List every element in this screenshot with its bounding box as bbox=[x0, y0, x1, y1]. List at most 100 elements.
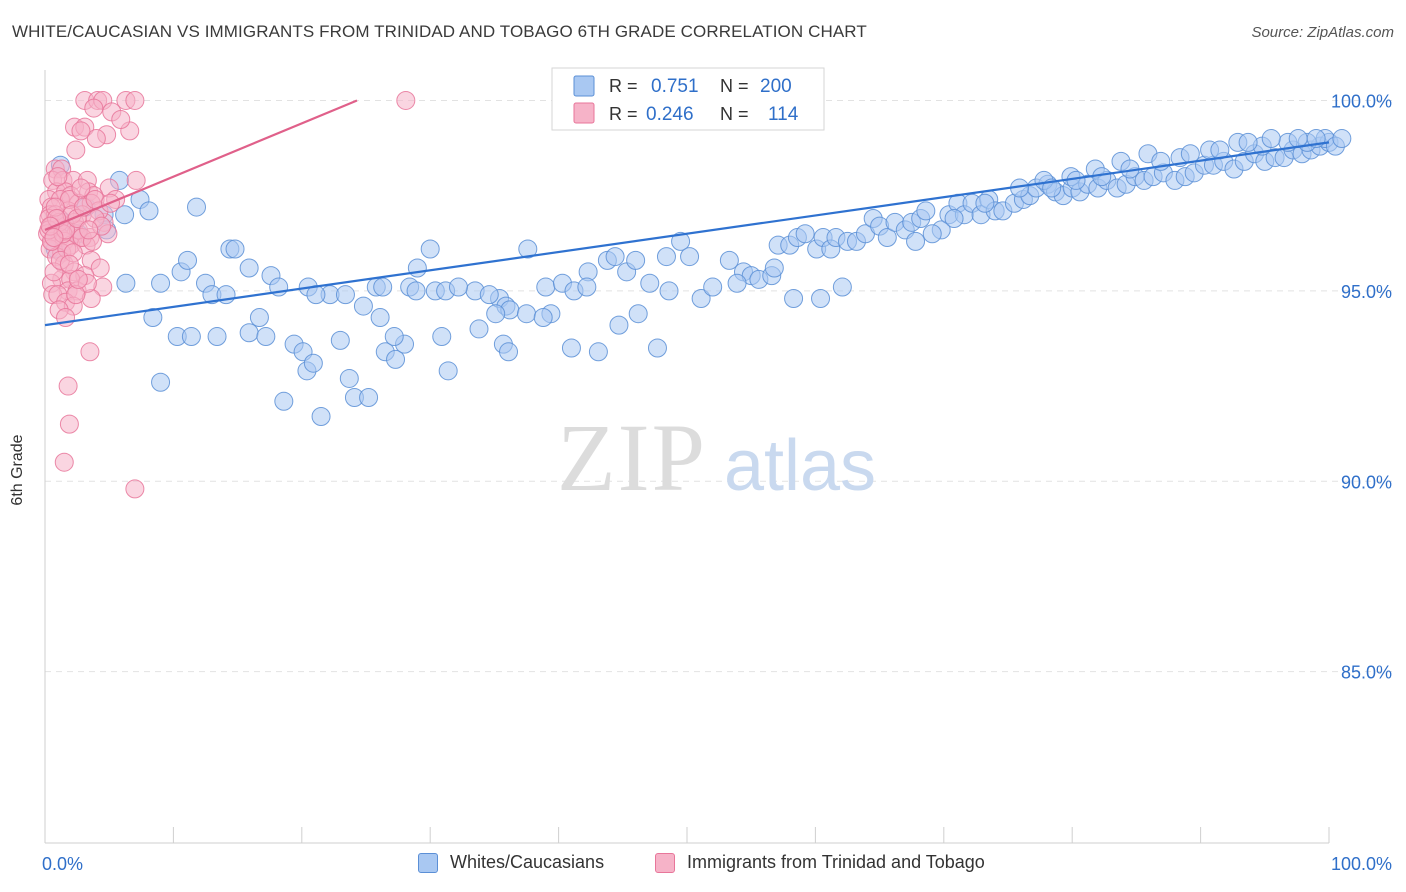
y-tick-label-3: 85.0% bbox=[1341, 663, 1392, 683]
point-whites bbox=[916, 201, 936, 221]
point-whites bbox=[659, 281, 679, 301]
point-whites bbox=[517, 304, 536, 324]
stats-swatch-blue bbox=[573, 75, 595, 97]
point-trinidad bbox=[48, 167, 68, 187]
stats-n-label-pink: N = bbox=[720, 104, 749, 124]
point-whites bbox=[384, 327, 404, 347]
x-tick-labels: 0.0% 100.0% bbox=[42, 854, 1392, 874]
point-whites bbox=[406, 281, 426, 301]
point-whites bbox=[115, 205, 135, 225]
point-whites bbox=[832, 277, 852, 297]
stats-r-label-blue: R = bbox=[609, 76, 638, 96]
point-whites bbox=[432, 327, 452, 347]
point-trinidad bbox=[54, 452, 74, 472]
point-whites bbox=[609, 315, 629, 335]
legend-item-trinidad[interactable]: Immigrants from Trinidad and Tobago bbox=[655, 852, 985, 873]
point-whites bbox=[1066, 170, 1086, 190]
point-whites bbox=[486, 304, 506, 324]
y-tick-label-1: 95.0% bbox=[1341, 282, 1392, 302]
point-whites bbox=[116, 273, 136, 293]
point-whites bbox=[640, 273, 660, 293]
point-whites bbox=[906, 231, 926, 251]
point-whites bbox=[499, 342, 519, 362]
source-label: Source: ZipAtlas.com bbox=[1251, 24, 1394, 41]
point-whites bbox=[719, 250, 739, 270]
point-whites bbox=[561, 338, 581, 358]
point-whites bbox=[330, 330, 350, 350]
point-whites bbox=[727, 273, 747, 293]
point-whites bbox=[187, 197, 207, 217]
point-whites bbox=[256, 327, 276, 347]
stats-r-value-blue: 0.751 bbox=[651, 76, 699, 97]
point-whites bbox=[533, 308, 553, 328]
point-trinidad bbox=[86, 129, 106, 149]
point-whites bbox=[922, 224, 942, 244]
series-whites-points bbox=[45, 129, 1352, 427]
point-whites bbox=[1238, 132, 1258, 152]
axes bbox=[44, 70, 1330, 844]
point-whites bbox=[795, 224, 815, 244]
point-whites bbox=[656, 247, 676, 267]
point-trinidad bbox=[59, 254, 79, 274]
point-whites bbox=[518, 239, 538, 259]
series-legend: Whites/Caucasians Immigrants from Trinid… bbox=[0, 852, 1406, 878]
point-whites bbox=[249, 308, 269, 328]
point-whites bbox=[671, 231, 691, 251]
stats-legend: R = 0.751 N = 200 R = 0.246 N = 114 bbox=[551, 67, 825, 131]
stats-n-value-blue: 200 bbox=[760, 76, 792, 97]
x-tick-label-1: 100.0% bbox=[1331, 854, 1392, 874]
point-whites bbox=[588, 342, 608, 362]
point-whites bbox=[386, 349, 406, 369]
point-whites bbox=[438, 361, 458, 381]
point-whites bbox=[536, 277, 556, 297]
point-whites bbox=[139, 201, 159, 221]
point-whites bbox=[225, 239, 245, 259]
point-whites bbox=[311, 407, 331, 427]
point-whites bbox=[207, 327, 227, 347]
point-whites bbox=[448, 277, 468, 297]
point-whites bbox=[339, 368, 359, 388]
point-whites bbox=[577, 277, 597, 297]
stats-legend-box bbox=[551, 67, 825, 131]
point-whites bbox=[975, 193, 995, 213]
point-whites bbox=[877, 228, 897, 248]
point-trinidad bbox=[44, 228, 64, 248]
point-whites bbox=[420, 239, 440, 259]
trend-lines bbox=[44, 99, 1330, 327]
y-tick-label-0: 100.0% bbox=[1331, 91, 1392, 111]
point-whites bbox=[680, 247, 700, 267]
point-trinidad bbox=[125, 479, 145, 499]
point-whites bbox=[178, 250, 198, 270]
point-whites bbox=[143, 308, 163, 328]
point-whites bbox=[764, 258, 784, 278]
point-whites bbox=[626, 250, 646, 270]
point-whites bbox=[784, 288, 804, 308]
point-whites bbox=[274, 391, 294, 411]
point-whites bbox=[239, 323, 259, 343]
legend-item-whites[interactable]: Whites/Caucasians bbox=[418, 852, 604, 873]
stats-swatch-pink bbox=[573, 102, 595, 124]
y-tick-labels: 100.0% 95.0% 90.0% 85.0% bbox=[1331, 91, 1392, 682]
point-trinidad bbox=[68, 269, 88, 289]
point-trinidad bbox=[71, 178, 91, 198]
point-trinidad bbox=[125, 90, 145, 110]
point-whites bbox=[647, 338, 667, 358]
point-whites bbox=[1180, 144, 1200, 164]
point-whites bbox=[628, 304, 648, 324]
legend-label-whites: Whites/Caucasians bbox=[450, 852, 605, 872]
point-whites bbox=[353, 296, 373, 316]
point-trinidad bbox=[59, 414, 79, 434]
point-trinidad bbox=[66, 140, 86, 160]
watermark: ZIP atlas bbox=[557, 404, 876, 511]
point-trinidad bbox=[126, 170, 146, 190]
y-tick-label-2: 90.0% bbox=[1341, 472, 1392, 492]
point-trinidad bbox=[58, 376, 78, 396]
point-whites bbox=[335, 285, 355, 305]
point-whites bbox=[181, 327, 201, 347]
stats-r-value-pink: 0.246 bbox=[646, 104, 694, 125]
point-whites bbox=[303, 353, 323, 373]
point-whites bbox=[469, 319, 489, 339]
stats-n-label-blue: N = bbox=[720, 76, 749, 96]
point-whites bbox=[151, 372, 171, 392]
